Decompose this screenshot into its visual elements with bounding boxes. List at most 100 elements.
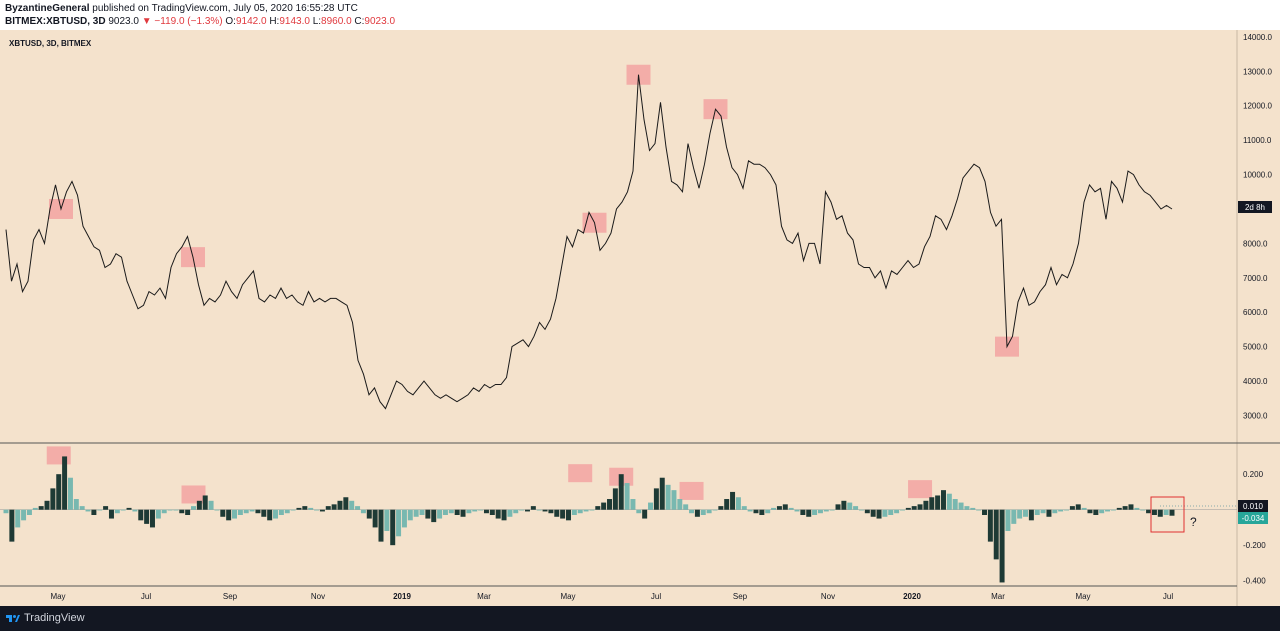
osc-bar [823,509,829,512]
osc-bar [1093,509,1099,515]
osc-bar [583,509,589,512]
osc-bar [1075,504,1081,510]
osc-bar [273,509,279,519]
osc-bar [1105,509,1111,512]
osc-bar [149,509,155,528]
osc-bar [630,499,636,510]
close-value: 9023.0 [364,16,396,27]
osc-bar [1046,509,1052,517]
x-tick-1: Jul [141,592,151,601]
author-name[interactable]: ByzantineGeneral [5,3,90,14]
osc-bar [1110,509,1116,511]
osc-bar [343,497,349,510]
osc-bar [771,507,777,510]
osc-bar [15,509,21,528]
tradingview-logo-icon [6,615,20,622]
x-tick-4: 2019 [393,592,411,601]
osc-tick-0: 0.200 [1243,470,1264,479]
osc-bar [442,509,448,515]
osc-bar [946,493,952,510]
osc-bar [472,509,478,512]
osc-bar [489,509,495,515]
x-tick-6: May [560,592,575,601]
osc-bar [196,500,202,510]
osc-bar [1069,506,1075,510]
osc-bar [208,500,214,510]
osc-badge-2: -0.034 [1238,512,1268,524]
osc-bar [741,506,747,510]
osc-bar [249,509,255,512]
osc-bar [478,509,484,511]
x-tick-13: Jul [1163,592,1173,601]
published-text: published on TradingView.com, July 05, 2… [92,3,358,14]
osc-bar [243,509,249,514]
osc-bar [812,509,818,515]
osc-bar [1116,507,1122,510]
price-tick-0: 14000.0 [1243,33,1272,42]
osc-bar [853,506,859,510]
x-tick-12: May [1075,592,1090,601]
osc-bar [829,509,835,511]
osc-bar [1163,509,1169,515]
osc-bar [524,509,530,512]
time-axis-ticks: May Jul Sep Nov 2019 Mar May Jul Sep Nov 2020 Mar Ma… [50,592,1173,601]
osc-bar [548,509,554,514]
x-tick-11: Mar [991,592,1005,601]
osc-bar [425,509,431,519]
osc-bar [788,507,794,510]
osc-bar [360,509,366,514]
price-tick-6: 8000.0 [1243,239,1268,248]
osc-bar [776,506,782,510]
osc-bar [155,509,161,519]
osc-bar [905,507,911,510]
osc-bar [126,507,132,510]
osc-bar [964,506,970,510]
osc-bar [689,509,695,514]
osc-bar [595,506,601,510]
osc-bar [308,507,314,510]
osc-bar [577,509,583,514]
osc-bar [864,509,870,514]
osc-bar [3,509,9,514]
osc-bar [648,502,654,510]
osc-bar [659,477,665,510]
osc-bar [191,506,196,510]
chart-area[interactable]: XBTUSD, 3D, BITMEX 14000.0 13000.0 12000.0… [0,30,1280,606]
price-tick-2: 12000.0 [1243,102,1272,111]
osc-bar [1151,509,1157,515]
osc-bar [202,495,208,510]
footer-brand[interactable]: TradingView [24,612,85,624]
price-tick-8: 6000.0 [1243,308,1268,317]
osc-bar [179,509,185,514]
osc-bar [653,488,659,510]
osc-bar [712,509,718,511]
osc-bar [413,509,419,517]
osc-bar [894,509,900,514]
osc-bar [284,509,290,514]
osc-bar [255,509,261,514]
price-tick-4: 10000.0 [1243,171,1272,180]
osc-bar [700,509,706,515]
price-line [5,74,1173,410]
osc-bar [366,509,372,519]
osc-bar [530,506,536,510]
osc-tick-1: -0.200 [1243,541,1266,550]
low-label: L: [312,16,322,27]
osc-bar [396,509,402,537]
osc-bar [1140,509,1146,511]
price-tick-7: 7000.0 [1243,274,1268,283]
price-tick-1: 13000.0 [1243,67,1272,76]
osc-bar [724,499,730,510]
last-price: 9023.0 [108,16,139,27]
osc-bar [1058,509,1064,512]
osc-bar [173,509,179,511]
osc-bar [940,490,946,510]
osc-bar [536,509,542,511]
osc-bar [677,499,683,510]
current-bar-box [1150,496,1185,533]
osc-bar [747,509,753,512]
osc-bar [542,509,548,512]
osc-bar [232,509,238,519]
osc-bar [91,509,97,515]
chart-header: ByzantineGeneral published on TradingVie… [0,0,1280,30]
